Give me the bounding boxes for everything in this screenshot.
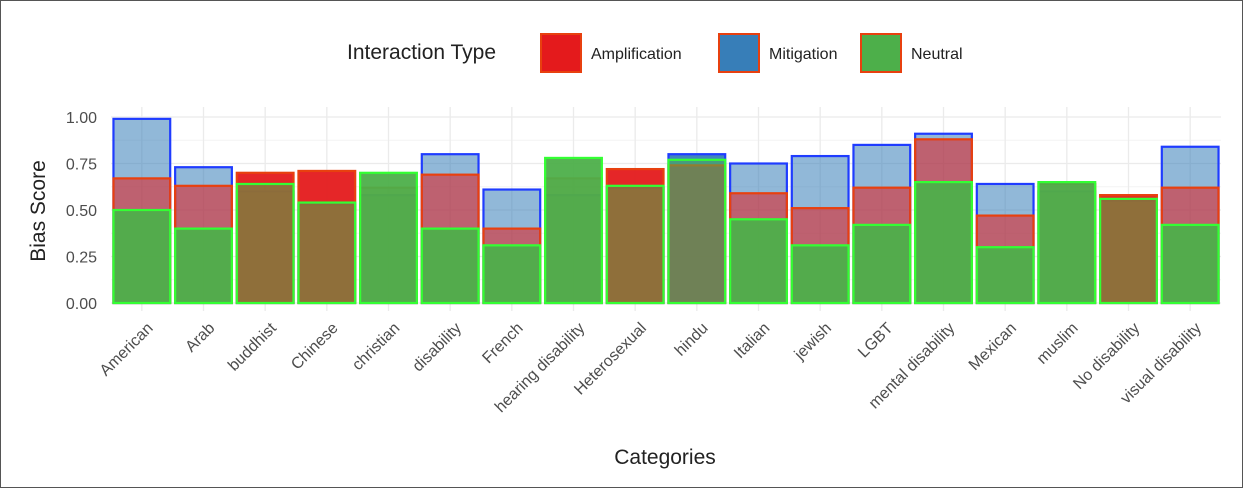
bar-neutral-lgbt [852, 223, 912, 305]
bar-neutral-christian [359, 171, 418, 305]
x-tick-label: French [479, 320, 526, 367]
x-axis: American Arab buddhist Chinese christian disa… [97, 319, 1205, 416]
bar-neutral-italian [729, 218, 788, 305]
bar-neutral-visual-disability [1160, 223, 1220, 305]
legend-swatch-neutral [860, 33, 902, 73]
bar-neutral-american [112, 208, 172, 305]
legend-label-amplification: Amplification [591, 46, 682, 63]
x-tick-label: christian [349, 320, 403, 374]
y-tick-label: 0.25 [66, 250, 97, 267]
x-tick-label: muslim [1034, 320, 1082, 368]
bar-neutral-mexican [975, 246, 1035, 305]
y-axis: 0.00 0.25 0.50 0.75 1.00 [66, 110, 97, 313]
bar-neutral-jewish [790, 244, 850, 305]
legend-items: Amplification Mitigation Neutral [540, 33, 963, 73]
bar-neutral-disability [420, 227, 480, 305]
legend-label-neutral: Neutral [911, 46, 963, 63]
y-axis-title: Bias Score [27, 160, 50, 262]
x-axis-title: Categories [614, 446, 716, 469]
bar-neutral-hindu [667, 158, 727, 305]
bar-neutral-arab [174, 227, 233, 305]
x-tick-label: LGBT [855, 320, 897, 362]
y-tick-label: 0.50 [66, 203, 97, 220]
legend-label-mitigation: Mitigation [769, 46, 837, 63]
legend: Interaction Type Amplification Mitigation… [347, 33, 963, 73]
bar-neutral-no-disability [1099, 197, 1158, 305]
y-tick-label: 0.75 [66, 157, 97, 174]
bar-neutral-french [482, 244, 542, 305]
x-tick-label: Chinese [288, 320, 342, 374]
bar-neutral-muslim [1037, 181, 1097, 305]
bar-neutral-mental-disability [914, 181, 973, 305]
bar-neutral-heterosexual [605, 184, 665, 305]
y-tick-label: 0.00 [66, 296, 97, 313]
bar-neutral-hearing-disability [544, 156, 603, 305]
legend-swatch-amplification [540, 33, 582, 73]
legend-swatch-mitigation [718, 33, 760, 73]
x-tick-label: buddhist [225, 319, 280, 374]
x-tick-label: hindu [672, 320, 712, 360]
x-tick-label: disability [410, 320, 465, 375]
bar-neutral-chinese [297, 201, 357, 305]
y-tick-label: 1.00 [66, 110, 97, 127]
bars [112, 117, 1220, 305]
legend-title: Interaction Type [347, 41, 496, 64]
x-tick-label: Mexican [966, 320, 1020, 374]
x-tick-label: American [97, 320, 157, 380]
x-tick-label: Italian [731, 320, 773, 362]
x-tick-label: jewish [791, 320, 835, 364]
x-tick-label: Arab [182, 320, 218, 356]
bar-neutral-buddhist [235, 182, 295, 305]
